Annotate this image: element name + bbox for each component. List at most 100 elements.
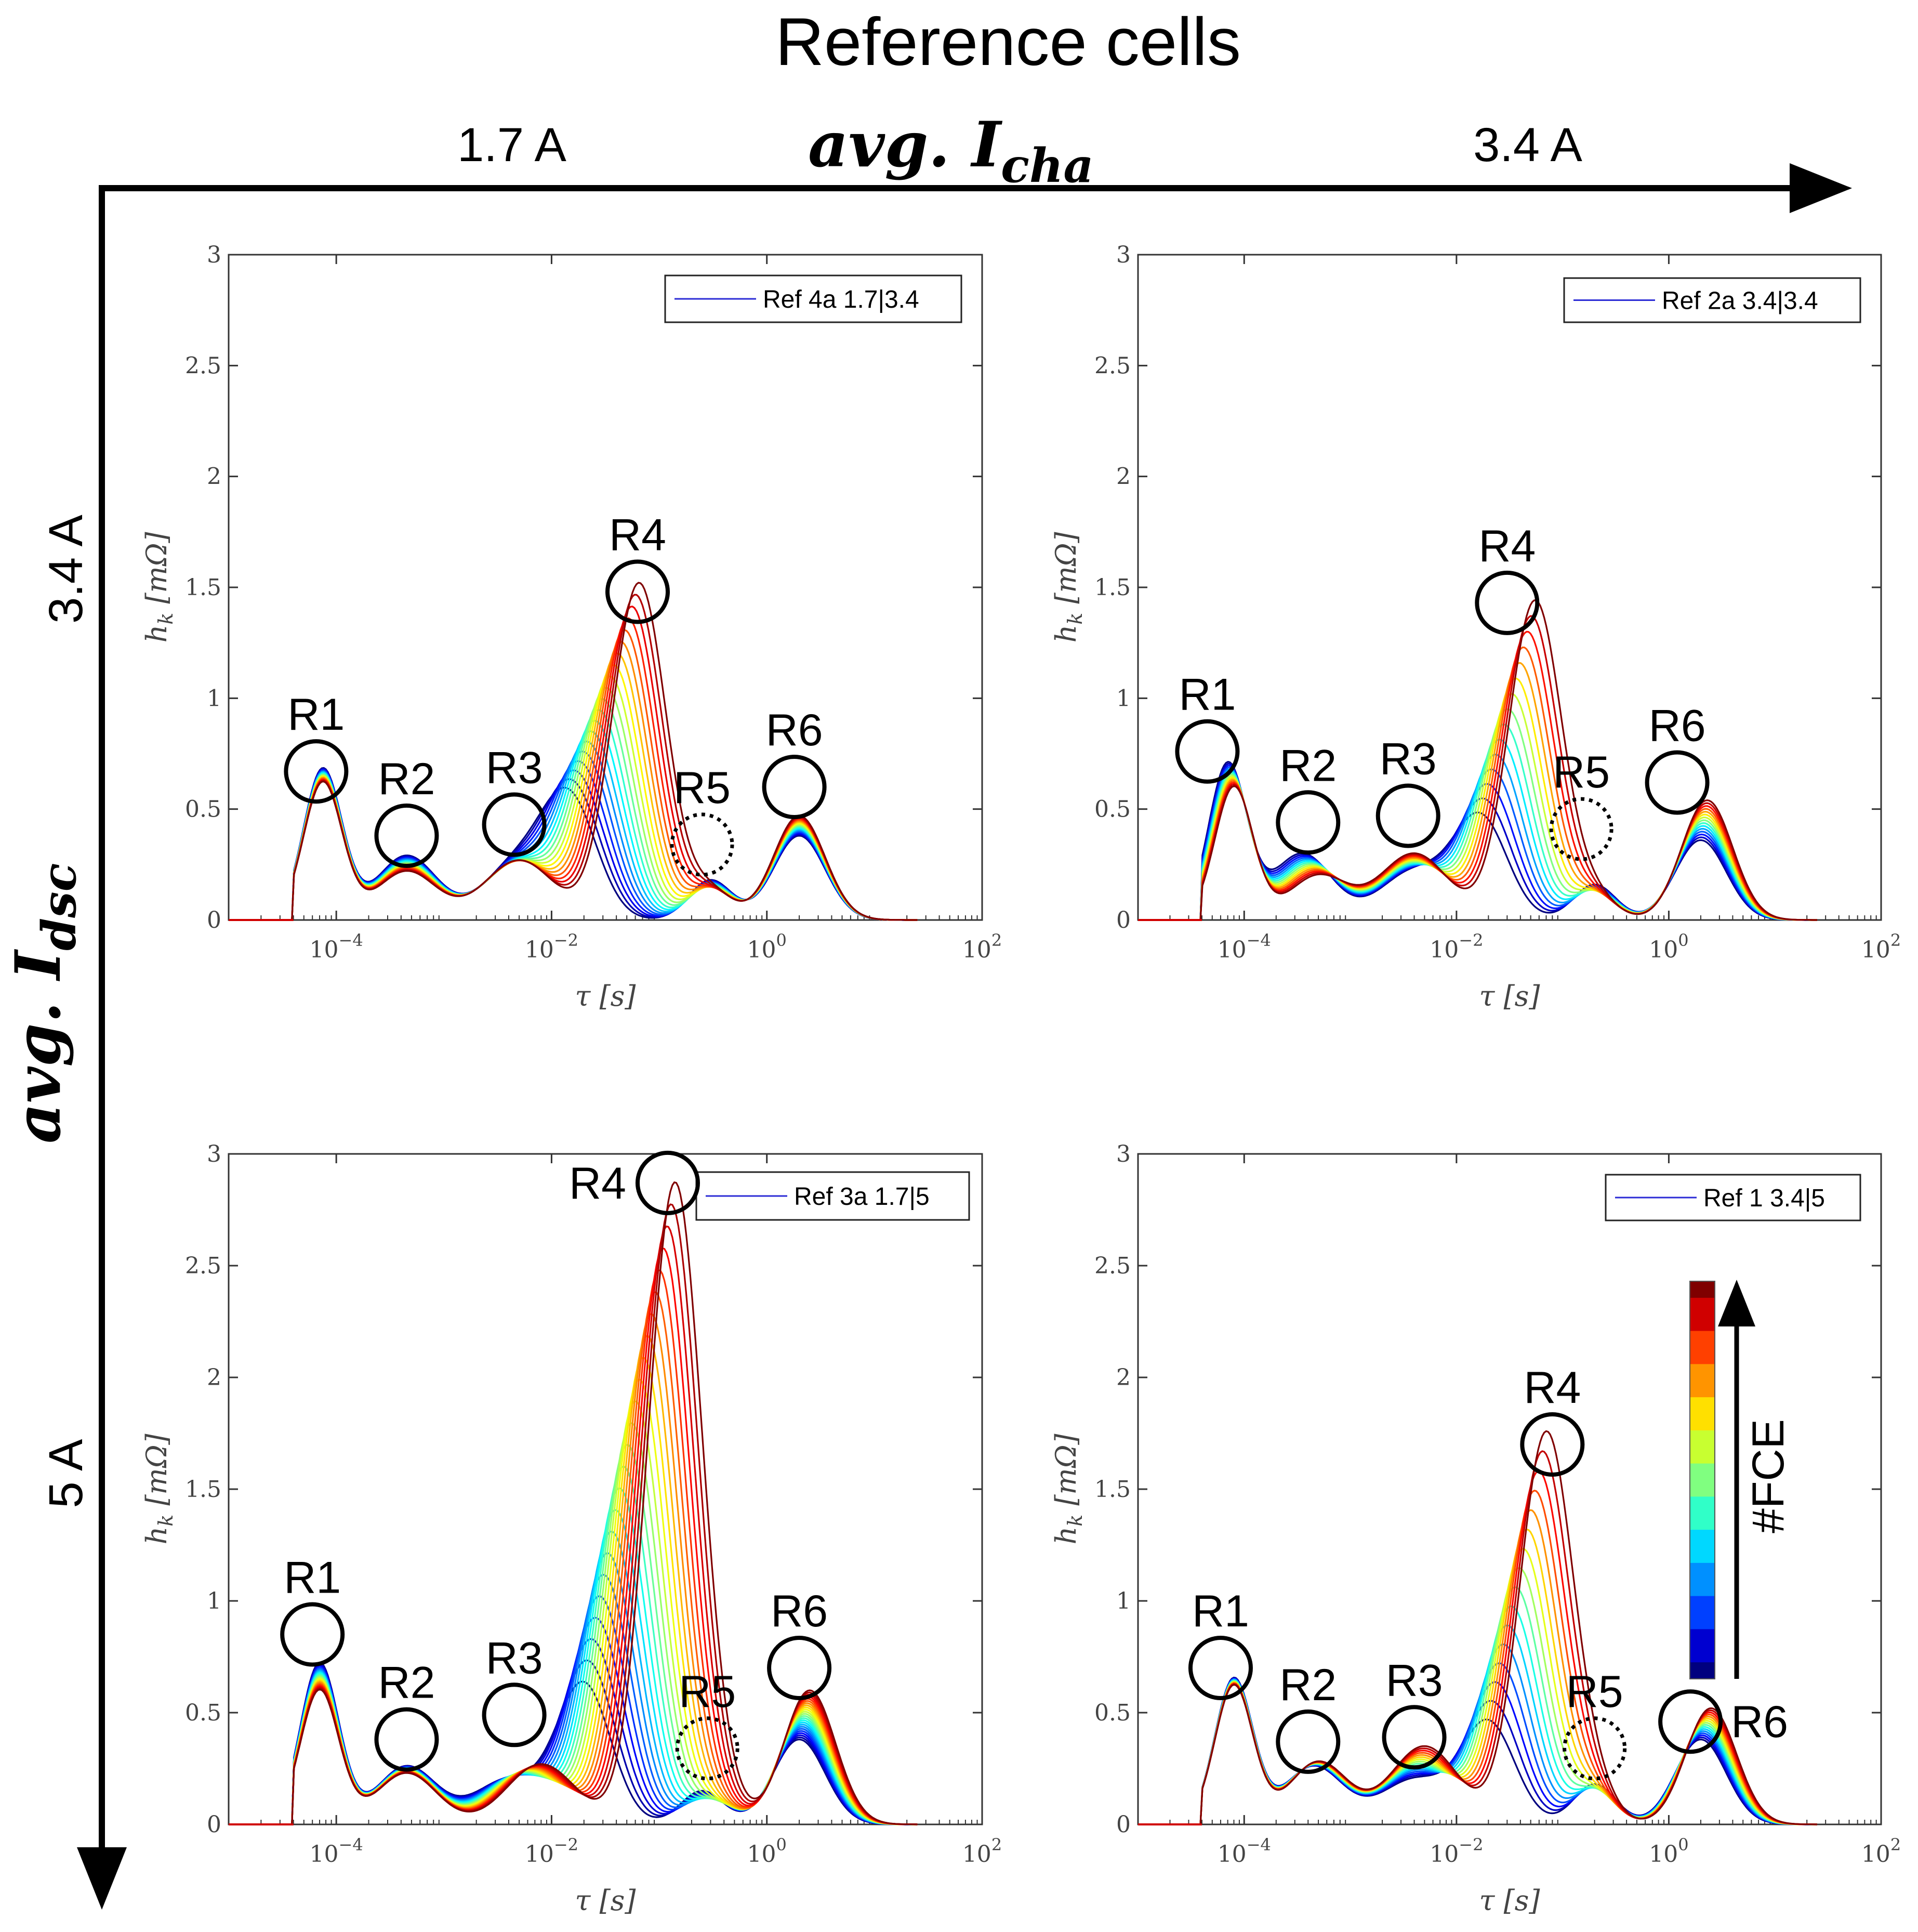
x-axis-title: avg. Icha xyxy=(808,108,1094,193)
y-tick-label: 2.5 xyxy=(185,352,221,379)
y-tick-label: 2 xyxy=(1116,464,1131,490)
annotation-label-r1: R1 xyxy=(287,690,345,740)
colorbar-segment xyxy=(1690,1546,1715,1563)
x-tick-label: 100 xyxy=(1649,930,1688,963)
annotation-label-r4: R4 xyxy=(1524,1363,1581,1413)
colorbar-label: #FCE xyxy=(1743,1419,1793,1533)
dist-curve xyxy=(1188,763,1817,921)
y-tick-label: 3 xyxy=(1116,242,1131,268)
annotation-circle-r1 xyxy=(1175,719,1240,784)
curve-series xyxy=(280,582,918,921)
y-tick-label: 2 xyxy=(1116,1364,1131,1391)
colorbar-segment xyxy=(1690,1596,1715,1613)
dist-curve xyxy=(280,582,918,921)
y-tick-label: 0 xyxy=(1116,1811,1131,1838)
legend-label: Ref 4a 1.7|3.4 xyxy=(763,286,919,313)
colorbar-segment xyxy=(1690,1496,1715,1514)
x-tick-label: 10−2 xyxy=(525,930,578,963)
colorbar-segment xyxy=(1690,1463,1715,1481)
x-tick-label: 10−4 xyxy=(310,1835,363,1868)
colorbar-segment xyxy=(1690,1364,1715,1382)
col-label-1: 1.7 A xyxy=(457,119,566,172)
y-tick-label: 0.5 xyxy=(185,1700,221,1726)
y-tick-label: 3 xyxy=(1116,1141,1131,1167)
legend-label: Ref 1 3.4|5 xyxy=(1703,1185,1825,1212)
annotation-circle-r3 xyxy=(1382,1705,1447,1770)
plot-area xyxy=(1137,254,1882,921)
x-tick-label: 102 xyxy=(1861,930,1901,963)
annotation-label-r2: R2 xyxy=(1279,741,1337,791)
y-tick-label: 2 xyxy=(207,1364,221,1391)
legend-label: Ref 3a 1.7|5 xyxy=(794,1183,930,1211)
y-axis-label: hk [mΩ] xyxy=(1050,1434,1087,1545)
chart-panel-bottom-left: 0 0.5 1 1.5 2 2.5 3 10−4 10−2 100 102 τ [s] hk [mΩ] R… xyxy=(140,1141,1002,1917)
colorbar-segment xyxy=(1690,1331,1715,1348)
chart-panel-top-right: 0 0.5 1 1.5 2 2.5 3 10−4 10−2 100 102 τ [s] hk [mΩ] R… xyxy=(1050,242,1901,1013)
plot-area xyxy=(1137,1153,1882,1825)
annotation-circle-r6 xyxy=(762,755,827,819)
y-tick-label: 0 xyxy=(207,1811,221,1838)
annotation-circle-r1 xyxy=(284,739,349,804)
colorbar-segment xyxy=(1690,1297,1715,1315)
y-tick-label: 0.5 xyxy=(185,796,221,823)
annotation-label-r5: R5 xyxy=(679,1667,736,1717)
x-axis-label: τ [s] xyxy=(575,980,637,1013)
x-tick-label: 100 xyxy=(747,930,787,963)
x-tick-label: 10−4 xyxy=(1218,930,1271,963)
annotation-label-r2: R2 xyxy=(1279,1660,1337,1710)
annotation-circle-r2 xyxy=(374,803,439,868)
legend-label: Ref 2a 3.4|3.4 xyxy=(1662,287,1818,315)
colorbar-segment xyxy=(1690,1381,1715,1398)
annotation-label-r1: R1 xyxy=(1179,670,1236,720)
annotation-label-r5: R5 xyxy=(1566,1667,1623,1717)
colorbar-segment xyxy=(1690,1579,1715,1597)
colorbar-segment xyxy=(1690,1347,1715,1365)
curve-series xyxy=(1188,599,1817,921)
y-tick-label: 2.5 xyxy=(1094,352,1131,379)
dist-curve xyxy=(1188,765,1817,921)
x-tick-label: 102 xyxy=(1861,1835,1901,1868)
y-axis-title: avg. Idsc xyxy=(2,863,87,1144)
annotation-circle-r5 xyxy=(670,812,734,877)
row-label-1: 3.4 A xyxy=(39,514,92,623)
annotation-circle-r2 xyxy=(374,1707,439,1772)
colorbar-segment xyxy=(1690,1629,1715,1647)
x-axis-title-text: avg. xyxy=(808,108,972,181)
dist-curve xyxy=(1188,662,1817,921)
y-tick-label: 1.5 xyxy=(185,1476,221,1503)
x-tick-label: 10−4 xyxy=(1218,1835,1271,1868)
y-tick-label: 1.5 xyxy=(1094,574,1131,601)
annotation-label-r6: R6 xyxy=(766,705,823,755)
colorbar-segment xyxy=(1690,1662,1715,1679)
annotation-circle-r4 xyxy=(635,1150,700,1215)
annotation-label-r5: R5 xyxy=(673,763,731,813)
dist-curve xyxy=(1188,766,1817,921)
y-tick-label: 3 xyxy=(207,1141,221,1167)
annotation-circle-r4 xyxy=(605,559,670,624)
annotation-label-r5: R5 xyxy=(1553,747,1610,797)
colorbar-segment xyxy=(1690,1612,1715,1630)
colorbar-segment xyxy=(1690,1646,1715,1663)
annotation-circle-r6 xyxy=(1658,1689,1723,1754)
y-tick-label: 0 xyxy=(207,907,221,934)
y-axis-label: hk [mΩ] xyxy=(140,1434,177,1545)
colorbar-segment xyxy=(1690,1562,1715,1580)
y-tick-label: 0.5 xyxy=(1094,796,1131,823)
annotation-label-r6: R6 xyxy=(1649,701,1706,751)
curve-series xyxy=(1188,1430,1818,1825)
colorbar-segment xyxy=(1690,1414,1715,1431)
annotation-label-r4: R4 xyxy=(609,510,666,560)
figure-title: Reference cells xyxy=(775,4,1241,80)
y-tick-label: 3 xyxy=(207,242,221,268)
colorbar-segment xyxy=(1690,1281,1715,1298)
x-axis-label: τ [s] xyxy=(1479,1884,1541,1917)
annotation-label-r3: R3 xyxy=(486,1633,543,1683)
x-tick-label: 102 xyxy=(962,1835,1002,1868)
col-label-2: 3.4 A xyxy=(1473,119,1582,172)
annotation-circle-r3 xyxy=(1375,783,1440,848)
y-tick-label: 0 xyxy=(1116,907,1131,934)
y-tick-label: 2.5 xyxy=(1094,1253,1131,1279)
x-tick-label: 10−4 xyxy=(310,930,363,963)
annotation-label-r1: R1 xyxy=(284,1553,341,1603)
